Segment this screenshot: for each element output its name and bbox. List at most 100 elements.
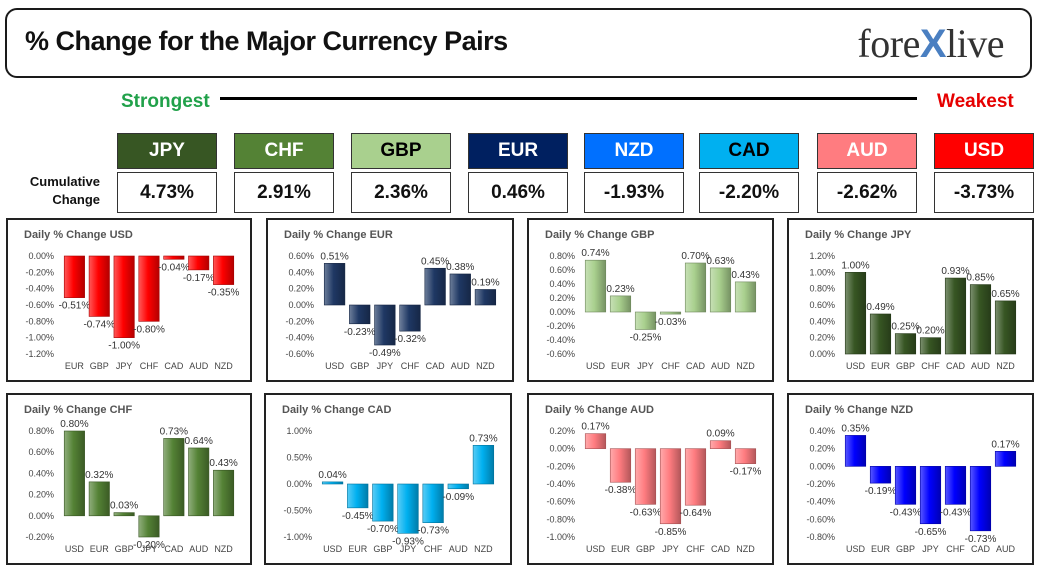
bar <box>844 435 867 467</box>
bar <box>659 311 682 315</box>
x-tick-label: NZD <box>736 544 755 554</box>
y-tick-label: -0.80% <box>806 532 835 542</box>
bar <box>894 333 917 355</box>
x-tick-label: CHF <box>661 361 680 371</box>
chart-title: Daily % Change EUR <box>284 229 393 241</box>
data-label: -0.73% <box>965 534 997 545</box>
data-label: 0.25% <box>891 322 919 333</box>
data-label: 0.70% <box>681 251 709 262</box>
data-label: 0.73% <box>160 426 188 437</box>
y-tick-label: 0.40% <box>28 468 54 478</box>
bar <box>994 451 1017 467</box>
data-label: -0.73% <box>417 526 449 537</box>
x-tick-label: CAD <box>971 544 991 554</box>
data-label: -0.35% <box>208 288 240 299</box>
chart-title: Daily % Change GBP <box>545 229 654 241</box>
y-tick-label: 0.00% <box>809 349 835 359</box>
bar <box>163 438 185 517</box>
x-tick-label: AUD <box>189 361 209 371</box>
data-label: -0.19% <box>865 486 897 497</box>
x-tick-label: USD <box>325 361 345 371</box>
x-tick-label: GBP <box>373 544 392 554</box>
chart-nzd: Daily % Change NZD 0.40% 0.20% 0.00% -0.20% -… <box>805 404 1020 554</box>
chart-title: Daily % Change USD <box>24 229 133 241</box>
chart-panel-usd: Daily % Change USD 0.00% -0.20% -0.40% -0.60… <box>6 218 252 382</box>
x-tick-label: CAD <box>164 544 184 554</box>
chart-panel-chf: Daily % Change CHF 0.80% 0.60% 0.40% 0.20% 0.… <box>6 393 252 565</box>
y-tick-label: 0.60% <box>549 265 575 275</box>
x-tick-label: AUD <box>996 544 1016 554</box>
forexlive-logo: foreXlive <box>857 20 1004 67</box>
bar <box>844 272 867 355</box>
bar <box>659 448 682 525</box>
y-tick-label: -1.00% <box>546 532 575 542</box>
data-label: 0.03% <box>110 501 138 512</box>
y-tick-label: -0.60% <box>546 349 575 359</box>
x-tick-label: EUR <box>65 361 85 371</box>
y-tick-label: -0.20% <box>546 461 575 471</box>
bar <box>969 284 992 355</box>
x-tick-label: JPY <box>377 361 394 371</box>
bar <box>372 483 394 522</box>
bar <box>584 259 607 313</box>
y-tick-label: 0.20% <box>809 444 835 454</box>
y-tick-label: 0.20% <box>28 490 54 500</box>
chart-aud: Daily % Change AUD 0.20% 0.00% -0.20% -0.40%… <box>545 404 761 554</box>
y-tick-label: -0.80% <box>25 316 54 326</box>
y-tick-label: -1.00% <box>283 532 312 542</box>
y-tick-label: -0.60% <box>806 514 835 524</box>
data-label: 0.23% <box>606 284 634 295</box>
x-tick-label: GBP <box>636 544 655 554</box>
bar <box>88 255 110 317</box>
data-label: 0.80% <box>60 419 88 430</box>
y-tick-label: -0.20% <box>25 267 54 277</box>
cumulative-label-line1: Cumulative <box>29 174 100 189</box>
y-tick-label: 1.00% <box>809 267 835 277</box>
data-label: -0.63% <box>630 507 662 518</box>
x-tick-label: JPY <box>116 361 133 371</box>
bar <box>424 267 446 306</box>
cumulative-value: -2.62% <box>817 172 917 213</box>
bar <box>684 448 707 506</box>
y-tick-label: 0.50% <box>286 453 312 463</box>
data-label: 0.17% <box>581 422 609 433</box>
bar <box>63 255 85 298</box>
cumulative-value: -3.73% <box>934 172 1034 213</box>
bar <box>684 262 707 313</box>
currency-card-eur: EUR 0.46% <box>468 133 568 213</box>
x-tick-label: JPY <box>922 544 939 554</box>
data-label: -1.00% <box>108 341 140 352</box>
y-tick-label: 0.40% <box>809 316 835 326</box>
currency-card-gbp: GBP 2.36% <box>351 133 451 213</box>
x-tick-label: NZD <box>996 361 1015 371</box>
data-label: 1.00% <box>841 260 869 271</box>
y-tick-label: 0.00% <box>288 300 314 310</box>
x-tick-label: USD <box>846 544 866 554</box>
bar <box>709 267 732 313</box>
y-tick-label: -0.40% <box>25 284 54 294</box>
y-tick-label: 0.40% <box>288 267 314 277</box>
x-tick-label: NZD <box>476 361 495 371</box>
bar <box>869 466 892 484</box>
bar <box>113 512 135 517</box>
data-label: 0.04% <box>318 470 346 481</box>
x-tick-label: CAD <box>164 361 184 371</box>
x-tick-label: AUD <box>711 361 731 371</box>
y-tick-label: 0.20% <box>809 333 835 343</box>
y-tick-label: 0.20% <box>288 284 314 294</box>
data-label: -0.25% <box>630 333 662 344</box>
x-tick-label: GBP <box>896 361 915 371</box>
bar <box>188 255 210 271</box>
data-label: -0.93% <box>392 536 424 547</box>
data-label: -0.85% <box>655 527 687 538</box>
data-label: -0.03% <box>655 317 687 328</box>
chart-panel-eur: Daily % Change EUR 0.60% 0.40% 0.20% 0.00% -0… <box>266 218 514 382</box>
data-label: -0.23% <box>344 327 376 338</box>
bar <box>113 255 135 338</box>
cumulative-label-line2: Change <box>52 192 100 207</box>
y-tick-label: -0.20% <box>806 479 835 489</box>
bar <box>944 277 967 355</box>
bar <box>374 304 396 346</box>
currency-card-usd: USD -3.73% <box>934 133 1034 213</box>
data-label: 0.74% <box>581 248 609 259</box>
